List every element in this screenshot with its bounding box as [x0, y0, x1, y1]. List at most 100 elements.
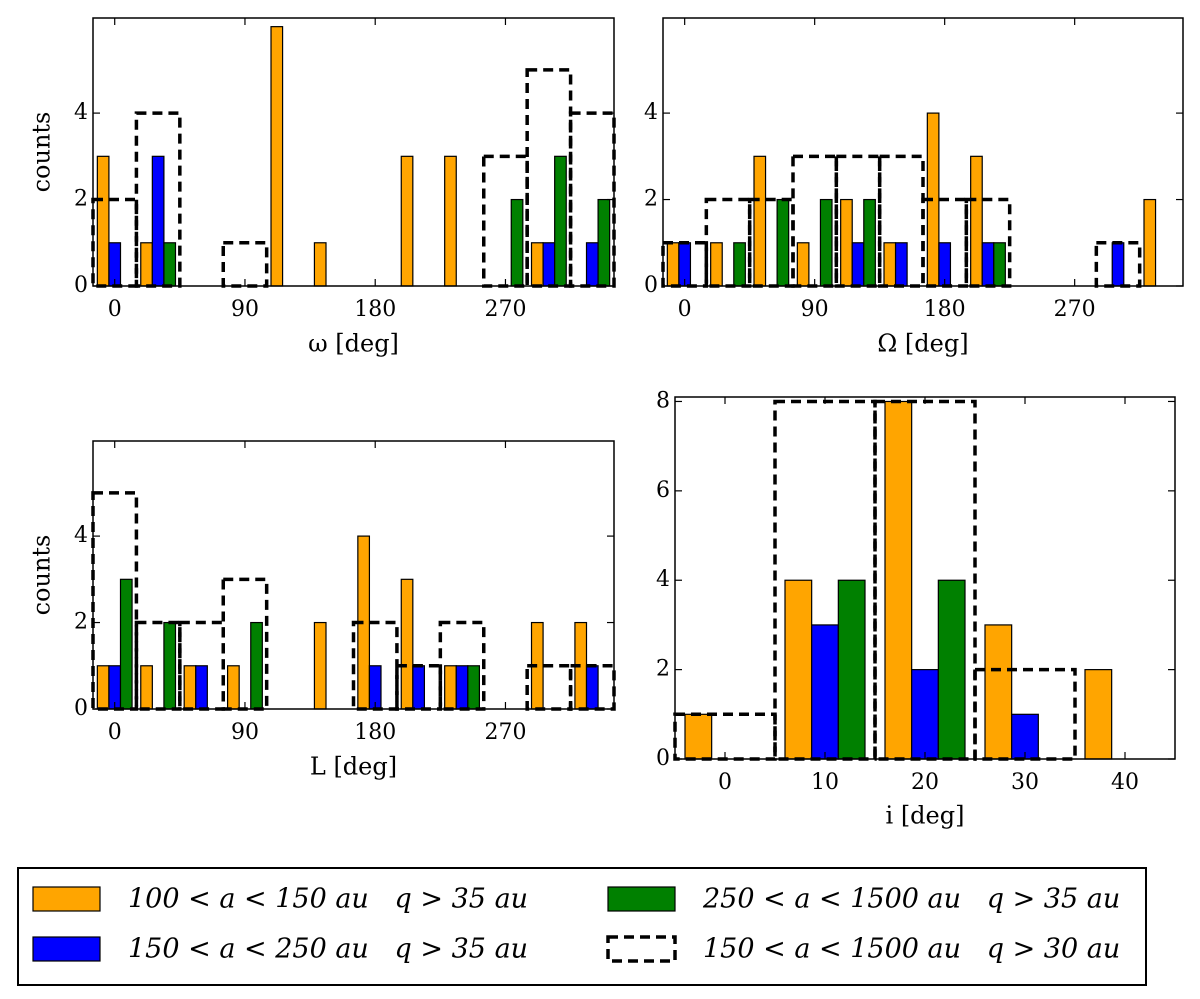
bar — [851, 242, 865, 287]
bar — [530, 242, 544, 287]
y-axis-label: counts — [28, 112, 56, 193]
bar — [863, 198, 876, 287]
bar — [163, 242, 177, 287]
bar — [819, 198, 833, 287]
bar — [510, 198, 524, 287]
bar — [400, 578, 414, 710]
bar — [96, 665, 110, 710]
bar — [811, 624, 839, 760]
hist-step — [1094, 241, 1142, 288]
y-tick-label: 2 — [74, 187, 88, 212]
bar — [684, 713, 713, 760]
y-tick-label: 0 — [644, 273, 658, 298]
bar — [412, 665, 426, 710]
hist-step — [134, 111, 182, 288]
legend-label: 100 < a < 150 au q > 35 au — [128, 884, 528, 915]
bar — [1011, 713, 1039, 760]
bar — [140, 665, 153, 710]
x-tick-label: 270 — [484, 297, 526, 322]
x-tick-label: 0 — [718, 770, 732, 795]
y-axis-label: counts — [28, 535, 56, 616]
bar — [753, 155, 767, 287]
x-axis-label: Ω [deg] — [877, 330, 968, 358]
bar — [984, 624, 1013, 760]
legend-box — [17, 867, 1147, 986]
y-tick-label: 2 — [74, 610, 88, 635]
y-tick-label: 2 — [656, 657, 670, 682]
y-tick-label: 6 — [656, 478, 670, 503]
hist-step — [973, 667, 1077, 761]
x-tick-label: 0 — [108, 720, 122, 745]
legend-swatch — [32, 886, 101, 912]
bar — [970, 155, 983, 287]
bar — [796, 242, 810, 287]
y-tick-label: 0 — [74, 696, 88, 721]
x-tick-label: 180 — [354, 297, 396, 322]
legend-swatch — [606, 935, 677, 963]
bar — [597, 198, 611, 287]
x-tick-label: 0 — [108, 297, 122, 322]
y-tick-label: 4 — [656, 567, 670, 592]
bar — [585, 665, 599, 710]
bar — [784, 579, 813, 760]
bar — [467, 665, 481, 710]
bar — [1084, 669, 1113, 760]
bar — [837, 579, 866, 760]
bar — [1143, 198, 1157, 287]
x-tick-label: 90 — [231, 297, 259, 322]
y-tick-label: 4 — [74, 100, 88, 125]
x-tick-label: 270 — [1054, 297, 1096, 322]
y-tick-label: 0 — [656, 746, 670, 771]
bar — [710, 242, 723, 287]
bar — [250, 621, 263, 710]
x-axis-label: L [deg] — [310, 753, 397, 781]
x-tick-label: 270 — [484, 720, 526, 745]
bar — [733, 242, 746, 287]
bar — [119, 578, 133, 710]
bar — [911, 669, 939, 760]
bar — [883, 242, 897, 287]
x-tick-label: 180 — [354, 720, 396, 745]
bar — [444, 665, 457, 710]
y-tick-label: 2 — [644, 187, 658, 212]
bar — [554, 155, 567, 287]
x-tick-label: 30 — [1011, 770, 1039, 795]
x-tick-label: 40 — [1111, 770, 1139, 795]
bar — [840, 198, 853, 287]
bar — [96, 155, 110, 287]
x-axis-label: i [deg] — [886, 802, 965, 830]
bar — [313, 242, 327, 287]
y-tick-label: 8 — [656, 388, 670, 413]
y-tick-label: 4 — [644, 100, 658, 125]
axes-frame — [662, 17, 1184, 287]
bar — [183, 665, 197, 710]
bar — [270, 26, 284, 287]
legend-swatch — [32, 936, 101, 962]
bar — [937, 579, 966, 760]
bar — [455, 665, 469, 710]
bar — [666, 242, 680, 287]
x-tick-label: 90 — [231, 720, 259, 745]
x-tick-label: 180 — [924, 297, 966, 322]
bar — [993, 242, 1006, 287]
bar — [894, 242, 908, 287]
legend-label: 150 < a < 1500 au q > 30 au — [703, 934, 1120, 965]
bar — [884, 400, 913, 760]
bar — [981, 242, 995, 287]
axes-frame — [92, 17, 615, 287]
bar — [542, 242, 556, 287]
bar — [400, 155, 414, 287]
x-tick-label: 0 — [678, 297, 692, 322]
bar — [226, 665, 240, 710]
x-axis-label: ω [deg] — [308, 330, 399, 358]
bar — [195, 665, 208, 710]
bar — [776, 198, 790, 287]
x-tick-label: 90 — [801, 297, 829, 322]
x-tick-label: 20 — [911, 770, 939, 795]
bar — [151, 155, 165, 287]
axes-frame — [92, 440, 615, 710]
y-tick-label: 4 — [74, 523, 88, 548]
legend-label: 150 < a < 250 au q > 35 au — [128, 934, 528, 965]
hist-step — [221, 241, 269, 288]
